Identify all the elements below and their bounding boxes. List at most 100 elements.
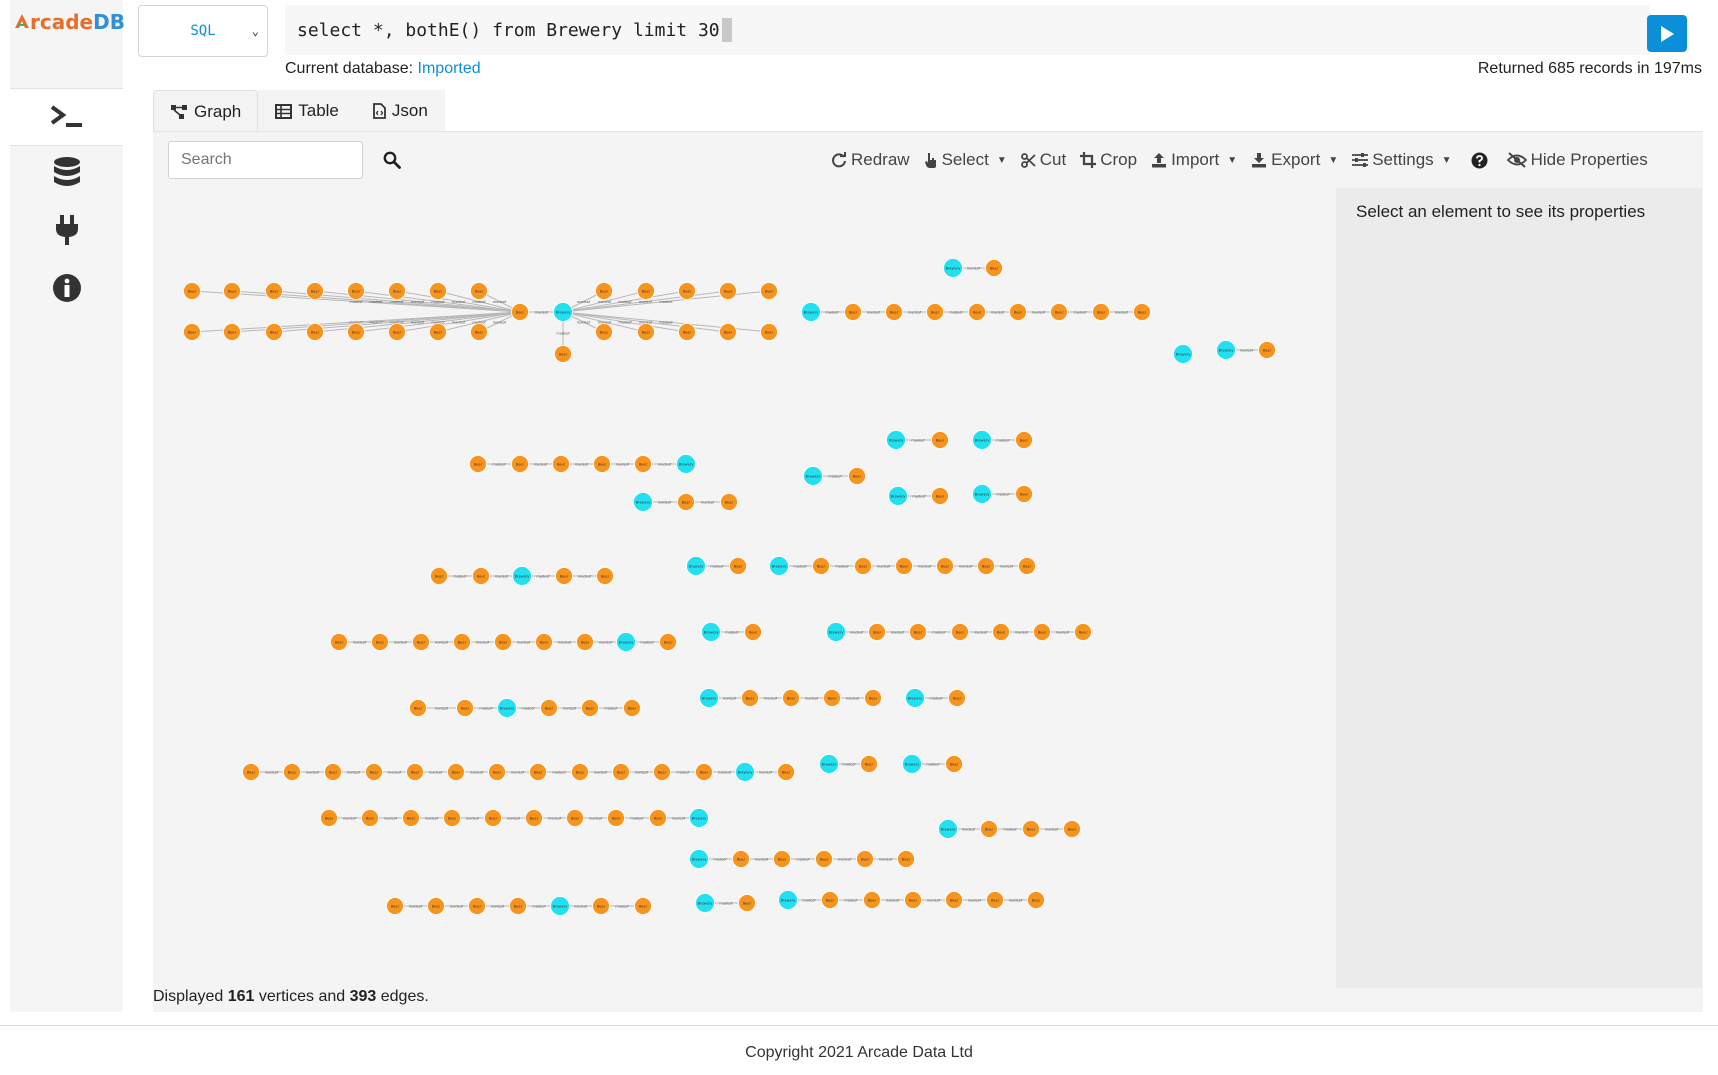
beer-vertex[interactable]: Beer [412,633,430,651]
brewery-vertex[interactable]: Brewery [938,819,958,839]
tab-table[interactable]: Table [258,90,356,132]
brewery-vertex[interactable]: Brewery [778,890,798,910]
beer-vertex[interactable]: Beer [945,755,963,773]
beer-vertex[interactable]: Beer [540,699,558,717]
settings-dropdown[interactable]: Settings ▼ [1345,150,1458,170]
beer-vertex[interactable]: Beer [320,809,338,827]
beer-vertex[interactable]: Beer [821,891,839,909]
beer-vertex[interactable]: Beer [760,323,778,341]
beer-vertex[interactable]: Beer [453,633,471,651]
beer-vertex[interactable]: Beer [469,455,487,473]
brewery-vertex[interactable]: Brewery [689,849,709,869]
beer-vertex[interactable]: Beer [576,633,594,651]
beer-vertex[interactable]: Beer [612,763,630,781]
language-select[interactable]: SQL ⌄ [138,5,268,57]
beer-vertex[interactable]: Beer [744,623,762,641]
beer-vertex[interactable]: Beer [738,894,756,912]
beer-vertex[interactable]: Beer [223,282,241,300]
graph-canvas[interactable]: madeof madeof madeof madeof madeof madeof made… [153,188,1333,968]
beer-vertex[interactable]: Beer [864,689,882,707]
beer-vertex[interactable]: Beer [347,282,365,300]
beer-vertex[interactable]: Beer [1258,341,1276,359]
beer-vertex[interactable]: Beer [535,633,553,651]
beer-vertex[interactable]: Beer [324,763,342,781]
beer-vertex[interactable]: Beer [223,323,241,341]
graph-edge[interactable]: madeof [562,290,688,313]
brewery-vertex[interactable]: Brewery [1173,344,1193,364]
beer-vertex[interactable]: Beer [306,323,324,341]
beer-vertex[interactable]: Beer [909,623,927,641]
beer-vertex[interactable]: Beer [815,850,833,868]
beer-vertex[interactable]: Beer [509,897,527,915]
beer-vertex[interactable]: Beer [552,455,570,473]
query-input[interactable]: select *, bothE() from Brewery limit 30 [285,5,1650,55]
tab-graph[interactable]: Graph [153,90,259,132]
beer-vertex[interactable]: Beer [386,897,404,915]
beer-vertex[interactable]: Beer [183,323,201,341]
graph-edge[interactable]: madeof [562,311,688,333]
brewery-vertex[interactable]: Brewery [972,484,992,504]
beer-vertex[interactable]: Beer [931,487,949,505]
graph-edge[interactable]: madeof [355,290,521,313]
beer-vertex[interactable]: Beer [554,345,572,363]
beer-vertex[interactable]: Beer [183,282,201,300]
beer-vertex[interactable]: Beer [992,623,1010,641]
cut-button[interactable]: Cut [1014,150,1073,170]
graph-edge[interactable]: madeof [355,311,521,333]
beer-vertex[interactable]: Beer [1027,891,1045,909]
graph-edge[interactable]: madeof [562,290,729,313]
export-dropdown[interactable]: Export ▼ [1244,150,1345,170]
beer-vertex[interactable]: Beer [741,689,759,707]
beer-vertex[interactable]: Beer [555,567,573,585]
beer-vertex[interactable]: Beer [484,809,502,827]
beer-vertex[interactable]: Beer [977,557,995,575]
beer-vertex[interactable]: Beer [848,467,866,485]
beer-vertex[interactable]: Beer [283,763,301,781]
beer-vertex[interactable]: Beer [773,850,791,868]
brewery-vertex[interactable]: Brewery [902,754,922,774]
sidebar-item-query[interactable] [10,88,123,146]
beer-vertex[interactable]: Beer [402,809,420,827]
beer-vertex[interactable]: Beer [511,455,529,473]
beer-vertex[interactable]: Beer [470,323,488,341]
beer-vertex[interactable]: Beer [980,820,998,838]
beer-vertex[interactable]: Beer [306,282,324,300]
brewery-vertex[interactable]: Brewery [972,430,992,450]
beer-vertex[interactable]: Beer [897,850,915,868]
graph-search-input[interactable] [168,141,363,179]
brewery-vertex[interactable]: Brewery [616,632,636,652]
graph-edge[interactable]: madeof [562,311,647,333]
beer-vertex[interactable]: Beer [447,763,465,781]
beer-vertex[interactable]: Beer [488,763,506,781]
beer-vertex[interactable]: Beer [695,763,713,781]
beer-vertex[interactable]: Beer [945,891,963,909]
beer-vertex[interactable]: Beer [1009,303,1027,321]
brewery-vertex[interactable]: Brewery [803,466,823,486]
graph-edge[interactable]: madeof [396,290,521,313]
brewery-vertex[interactable]: Brewery [695,893,715,913]
brewery-vertex[interactable]: Brewery [888,486,908,506]
beer-vertex[interactable]: Beer [948,689,966,707]
brewery-vertex[interactable]: Brewery [689,808,709,828]
brewery-vertex[interactable]: Brewery [819,754,839,774]
beer-vertex[interactable]: Beer [1092,303,1110,321]
beer-vertex[interactable]: Beer [581,699,599,717]
beer-vertex[interactable]: Beer [429,323,447,341]
beer-vertex[interactable]: Beer [470,282,488,300]
sidebar-item-plugins[interactable] [10,202,123,258]
beer-vertex[interactable]: Beer [677,493,695,511]
hide-properties-button[interactable]: Hide Properties [1500,150,1655,170]
beer-vertex[interactable]: Beer [1074,623,1092,641]
beer-vertex[interactable]: Beer [951,623,969,641]
beer-vertex[interactable]: Beer [844,303,862,321]
beer-vertex[interactable]: Beer [593,455,611,473]
beer-vertex[interactable]: Beer [265,323,283,341]
run-query-button[interactable] [1647,15,1687,52]
beer-vertex[interactable]: Beer [494,633,512,651]
beer-vertex[interactable]: Beer [595,323,613,341]
beer-vertex[interactable]: Beer [607,809,625,827]
beer-vertex[interactable]: Beer [782,689,800,707]
beer-vertex[interactable]: Beer [985,259,1003,277]
brewery-vertex[interactable]: Brewery [769,556,789,576]
beer-vertex[interactable]: Beer [361,809,379,827]
